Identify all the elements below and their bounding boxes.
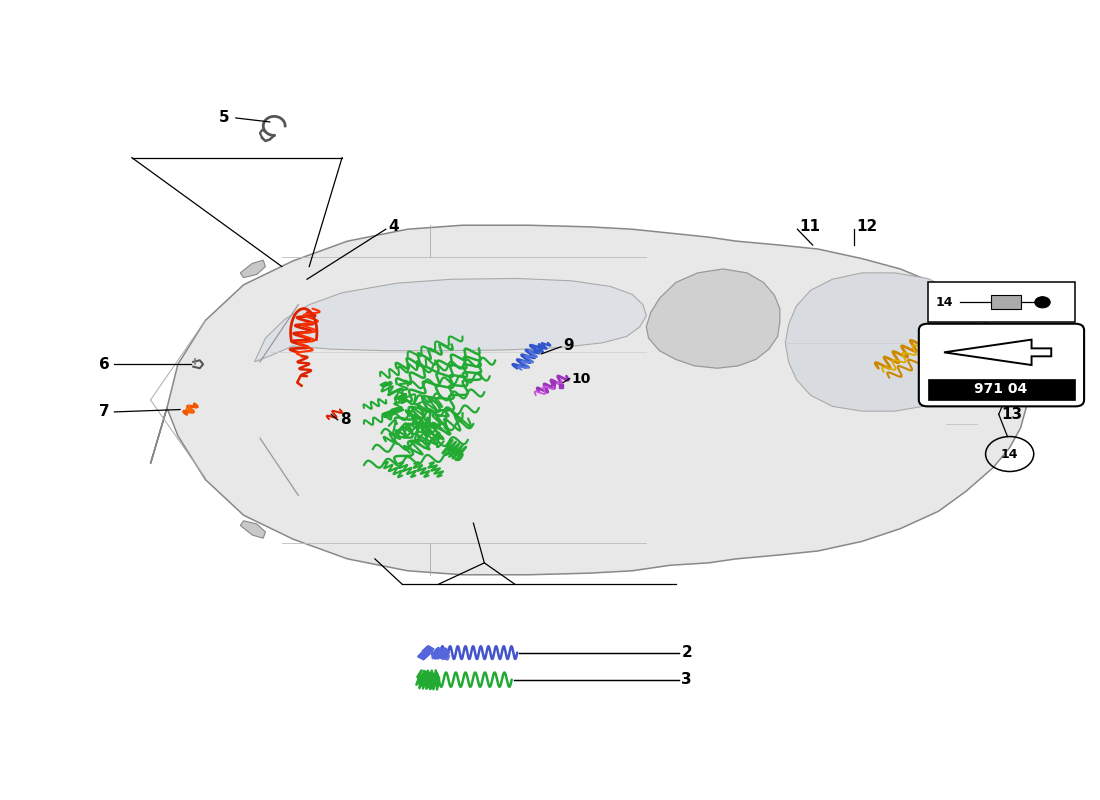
Text: 8: 8 [340,412,351,427]
Text: 7: 7 [99,405,110,419]
Polygon shape [927,378,1076,400]
Text: 9: 9 [563,338,574,354]
Text: a passion for parts since 1985: a passion for parts since 1985 [416,451,794,508]
Polygon shape [927,282,1076,322]
Polygon shape [240,260,265,278]
Text: 3: 3 [681,672,692,687]
Text: 12: 12 [857,219,878,234]
Polygon shape [254,278,647,362]
Text: 4: 4 [388,219,398,234]
Text: eurospares: eurospares [429,330,890,438]
Polygon shape [151,226,1026,574]
Text: 2: 2 [681,645,692,660]
Text: 10: 10 [572,371,592,386]
Text: 6: 6 [99,357,110,372]
Text: 5: 5 [219,110,229,126]
Polygon shape [944,340,1052,365]
Circle shape [1035,297,1050,308]
Polygon shape [647,269,780,368]
Polygon shape [240,521,265,538]
FancyBboxPatch shape [918,324,1085,406]
Polygon shape [991,295,1021,310]
Text: 14: 14 [1001,447,1019,461]
Text: 13: 13 [1001,406,1022,422]
Text: 14: 14 [935,296,953,309]
Polygon shape [785,273,975,411]
Text: 971 04: 971 04 [975,382,1027,396]
Text: 11: 11 [800,219,821,234]
